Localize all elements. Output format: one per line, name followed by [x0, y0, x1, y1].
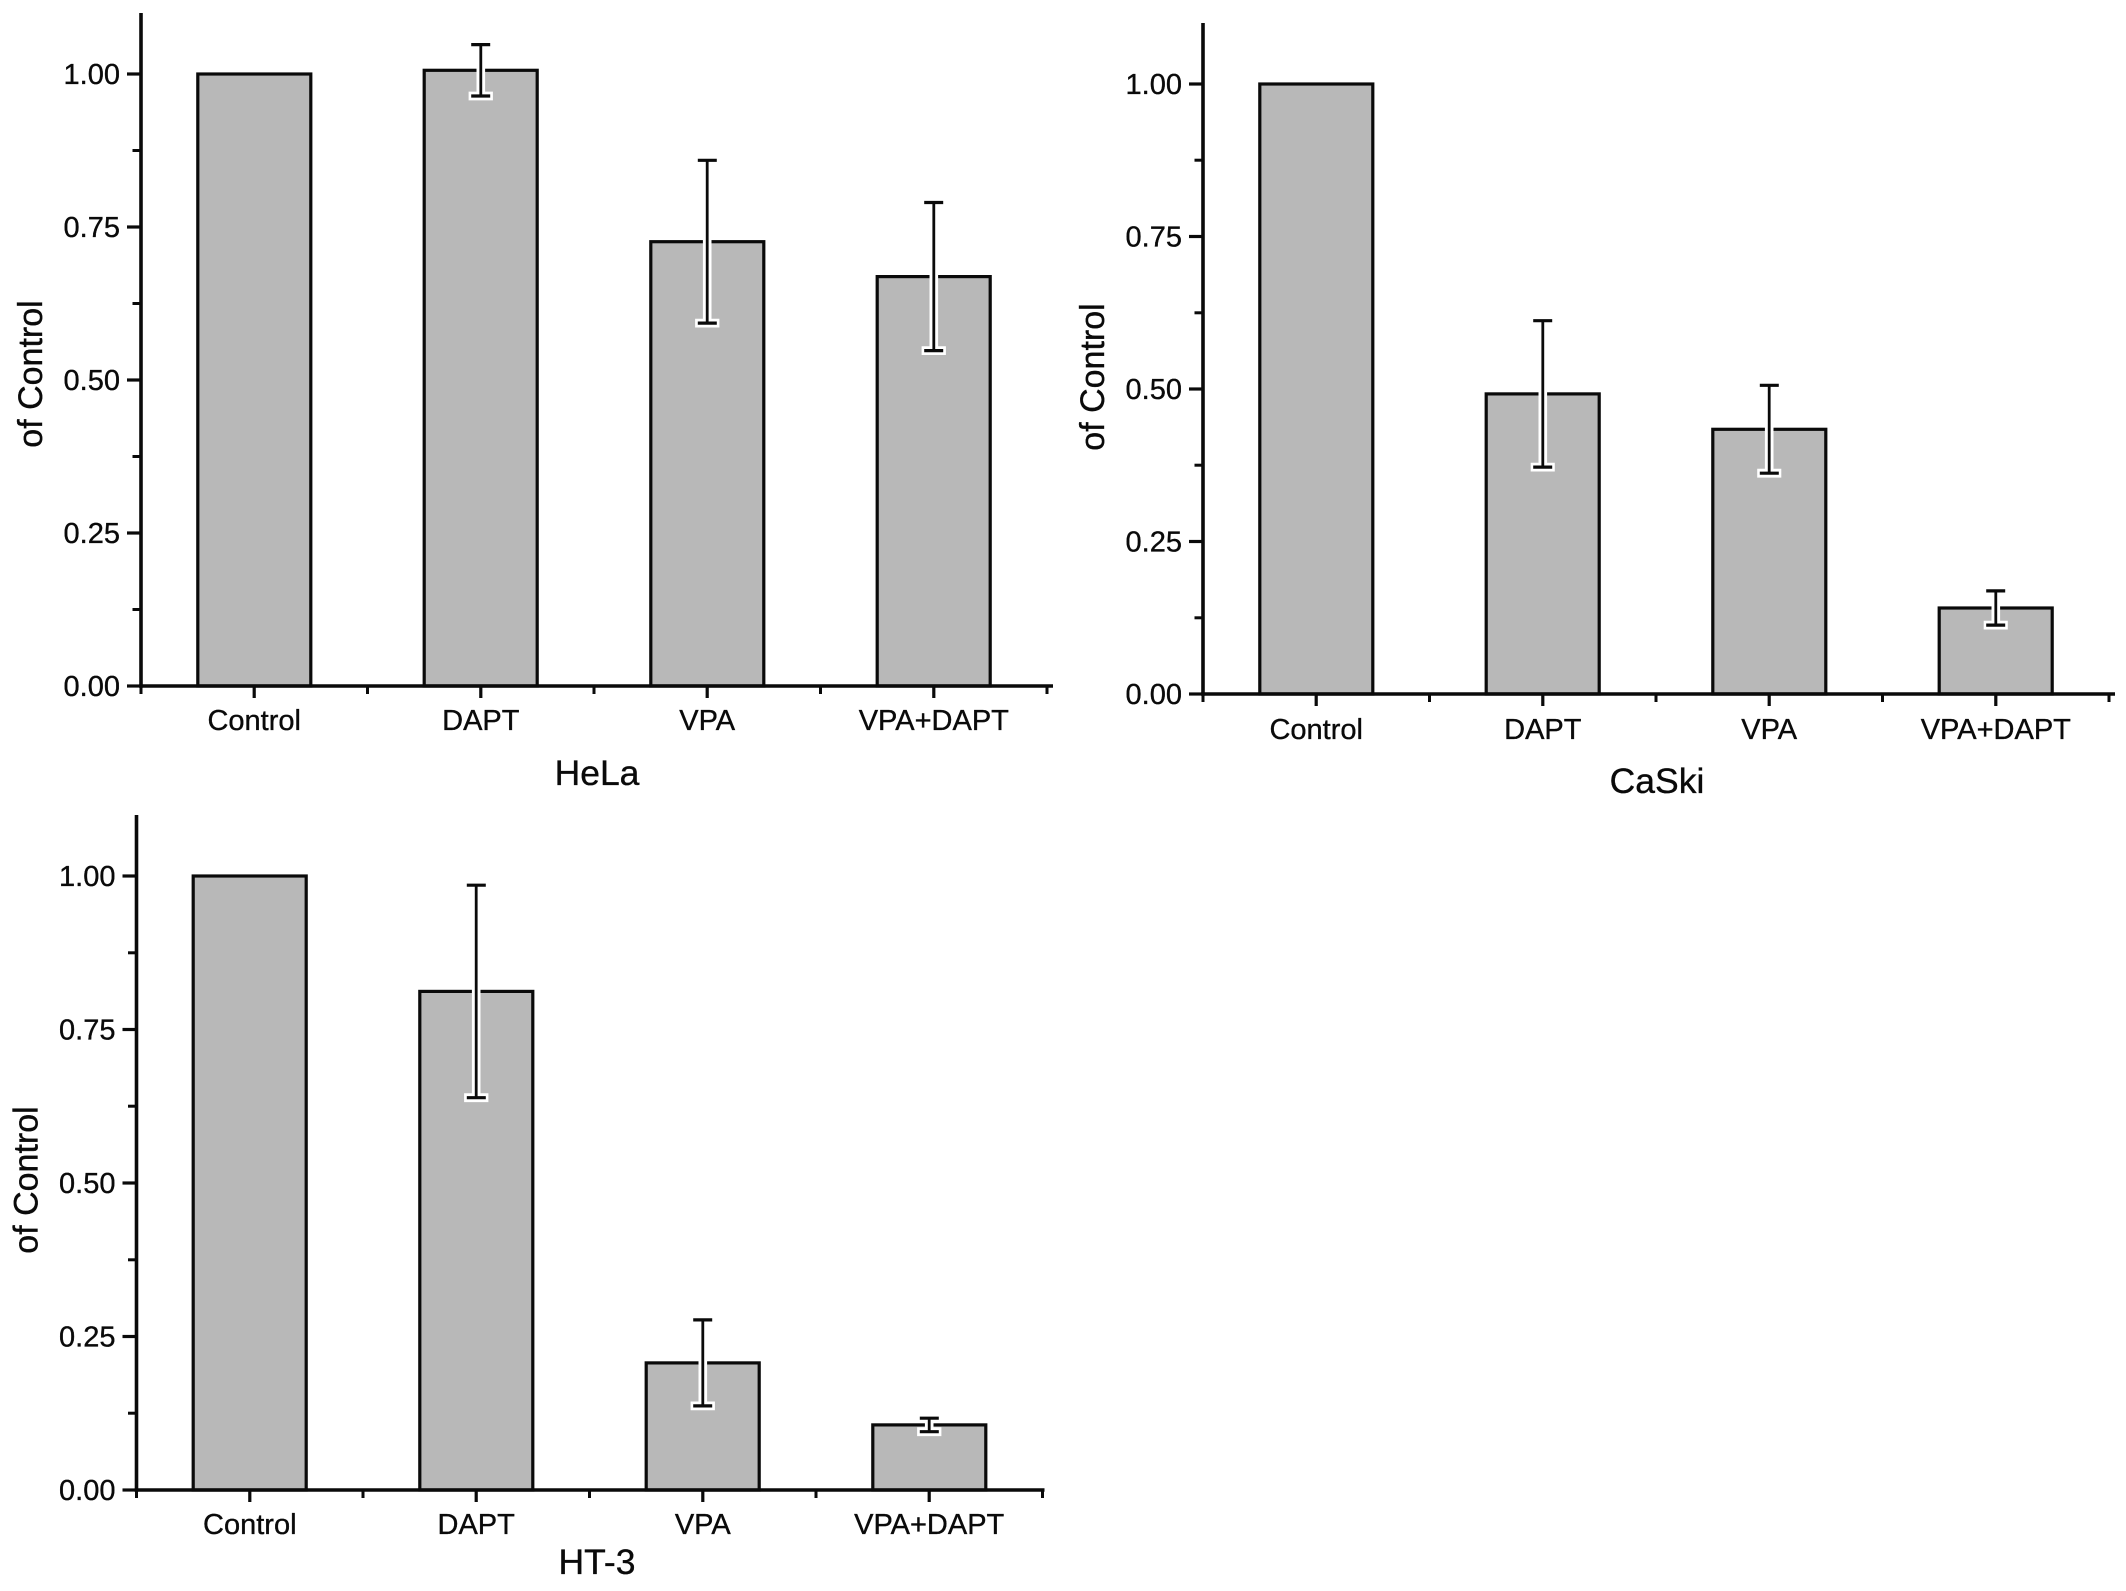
svg-text:CaSki: CaSki	[1610, 761, 1705, 801]
svg-text:of Control: of Control	[1074, 303, 1112, 450]
svg-text:0.25: 0.25	[59, 1322, 115, 1354]
svg-text:0.75: 0.75	[64, 212, 120, 244]
svg-text:Control: Control	[207, 705, 301, 737]
svg-text:VPA+DAPT: VPA+DAPT	[1921, 714, 2071, 746]
svg-text:of Control: of Control	[8, 1106, 46, 1253]
svg-text:1.00: 1.00	[1126, 69, 1182, 101]
svg-text:0.50: 0.50	[64, 365, 120, 397]
svg-text:0.25: 0.25	[1126, 527, 1182, 559]
svg-text:VPA+DAPT: VPA+DAPT	[854, 1509, 1004, 1541]
svg-text:0.50: 0.50	[59, 1168, 115, 1200]
svg-text:1.00: 1.00	[64, 59, 120, 91]
svg-text:DAPT: DAPT	[1504, 714, 1582, 746]
svg-text:0.00: 0.00	[59, 1475, 115, 1507]
svg-text:0.75: 0.75	[59, 1015, 115, 1047]
svg-text:DAPT: DAPT	[438, 1509, 516, 1541]
svg-text:VPA: VPA	[1741, 714, 1798, 746]
svg-text:0.25: 0.25	[64, 518, 120, 550]
svg-text:DAPT: DAPT	[442, 705, 520, 737]
svg-text:VPA+DAPT: VPA+DAPT	[859, 705, 1009, 737]
svg-text:1.00: 1.00	[59, 861, 115, 893]
svg-text:of Control: of Control	[12, 300, 50, 447]
svg-text:Control: Control	[203, 1509, 297, 1541]
svg-text:HeLa: HeLa	[555, 753, 640, 793]
svg-text:0.75: 0.75	[1126, 222, 1182, 254]
svg-text:VPA: VPA	[679, 705, 736, 737]
svg-text:VPA: VPA	[675, 1509, 732, 1541]
svg-text:0.00: 0.00	[1126, 679, 1182, 711]
svg-text:HT-3: HT-3	[559, 1542, 636, 1582]
svg-text:0.00: 0.00	[64, 671, 120, 703]
svg-text:0.50: 0.50	[1126, 374, 1182, 406]
svg-text:Control: Control	[1269, 714, 1363, 746]
